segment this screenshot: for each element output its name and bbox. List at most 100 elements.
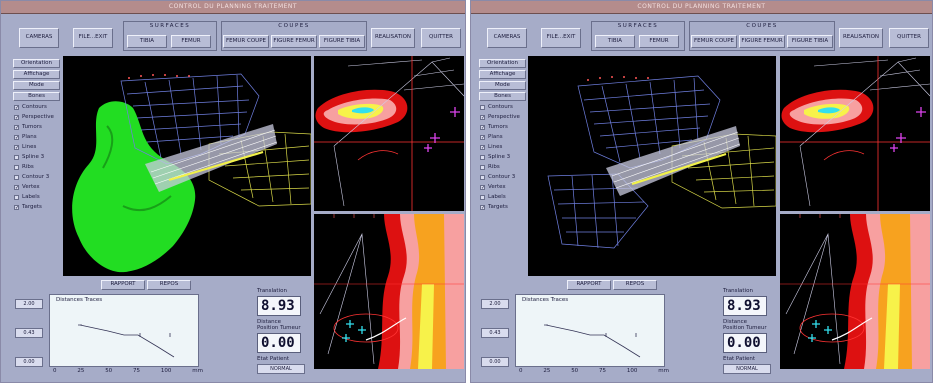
mode-button[interactable]: Mode [13, 81, 60, 90]
surface-tibia-button[interactable]: TIBIA [595, 35, 635, 48]
checkbox-icon[interactable]: ✓ [480, 135, 486, 141]
checkbox-icon[interactable]: ✓ [14, 125, 20, 131]
y-field-top[interactable]: 2.00 [15, 299, 43, 309]
repos-button[interactable]: REPOS [147, 280, 191, 290]
y-field-top[interactable]: 2.00 [481, 299, 509, 309]
rapport-button[interactable]: RAPPORT [567, 280, 611, 290]
realisation-button[interactable]: REALISATION [839, 28, 883, 48]
display-option-checkbox[interactable]: ✓ Contours [13, 104, 63, 112]
bone-surface [72, 101, 196, 273]
figure-femur-button[interactable]: FIGURE FEMUR [739, 35, 785, 48]
sagittal-slice-view[interactable] [780, 214, 930, 369]
display-option-checkbox[interactable]: Contours [479, 104, 529, 112]
repos-button[interactable]: REPOS [613, 280, 657, 290]
y-field-mid[interactable]: 0.43 [481, 328, 509, 338]
dose-bands [844, 214, 930, 369]
display-option-checkbox[interactable]: Labels [479, 194, 529, 202]
display-option-checkbox[interactable]: ✓ Plans [13, 134, 63, 142]
realisation-button[interactable]: REALISATION [371, 28, 415, 48]
orientation-button[interactable]: Orientation [13, 59, 60, 68]
display-option-checkbox[interactable]: Contour 3 [13, 174, 63, 182]
display-option-checkbox[interactable]: ✓ Lines [13, 144, 63, 152]
planning-window-right: CONTROL DU PLANNING TRAITEMENT CAMERAS F… [470, 0, 933, 383]
affichage-button[interactable]: Affichage [13, 70, 60, 79]
file-exit-button[interactable]: FILE...EXIT [541, 28, 581, 48]
surface-femur-button[interactable]: FEMUR [171, 35, 211, 48]
checkbox-icon[interactable] [480, 105, 485, 110]
quit-button[interactable]: QUITTER [421, 28, 461, 48]
cameras-button[interactable]: CAMERAS [19, 28, 59, 48]
x-axis: 0 25 50 75 100 mm [53, 368, 203, 374]
file-exit-button[interactable]: FILE...EXIT [73, 28, 113, 48]
display-option-checkbox[interactable]: ✓ Targets [13, 204, 63, 212]
checkbox-icon[interactable]: ✓ [480, 185, 486, 191]
orientation-button[interactable]: Orientation [479, 59, 526, 68]
checkbox-icon[interactable] [14, 195, 19, 200]
display-option-label: Tumors [22, 124, 42, 130]
mode-button[interactable]: Mode [479, 81, 526, 90]
cameras-button[interactable]: CAMERAS [487, 28, 527, 48]
checkbox-icon[interactable]: ✓ [480, 145, 486, 151]
display-option-checkbox[interactable]: ✓ Tumors [13, 124, 63, 132]
checkbox-icon[interactable] [480, 195, 485, 200]
3d-view[interactable] [528, 56, 776, 276]
checkbox-icon[interactable]: ✓ [14, 185, 20, 191]
title-bar[interactable]: CONTROL DU PLANNING TRAITEMENT [1, 1, 465, 14]
title-bar[interactable]: CONTROL DU PLANNING TRAITEMENT [471, 1, 932, 14]
checkbox-icon[interactable]: ✓ [14, 145, 20, 151]
x-tick: 100 [626, 368, 638, 374]
bones-button[interactable]: Bones [479, 92, 526, 101]
window-title: CONTROL DU PLANNING TRAITEMENT [168, 3, 298, 10]
translation-label: Translation [257, 288, 287, 294]
checkbox-icon[interactable] [14, 175, 19, 180]
rapport-button[interactable]: RAPPORT [101, 280, 145, 290]
coupe-femur-button[interactable]: FEMUR COUPE [691, 35, 737, 48]
checkbox-icon[interactable] [14, 155, 19, 160]
checkbox-icon[interactable]: ✓ [480, 205, 486, 211]
display-option-checkbox[interactable]: ✓ Perspective [13, 114, 63, 122]
x-axis: 0 25 50 75 100 mm [519, 368, 669, 374]
checkbox-icon[interactable]: ✓ [14, 205, 20, 211]
display-option-checkbox[interactable]: ✓ Plans [479, 134, 529, 142]
display-option-checkbox[interactable]: ✓ Perspective [479, 114, 529, 122]
figure-femur-button[interactable]: FIGURE FEMUR [271, 35, 317, 48]
display-option-checkbox[interactable]: ✓ Vertex [13, 184, 63, 192]
checkbox-icon[interactable]: ✓ [14, 105, 20, 111]
checkbox-icon[interactable]: ✓ [14, 135, 20, 141]
display-option-checkbox[interactable]: Contour 3 [479, 174, 529, 182]
display-option-checkbox[interactable]: ✓ Targets [479, 204, 529, 212]
bones-button[interactable]: Bones [13, 92, 60, 101]
checkbox-icon[interactable] [480, 155, 485, 160]
checkbox-icon[interactable]: ✓ [14, 115, 20, 121]
surfaces-group-label: SURFACES [149, 23, 191, 29]
axial-slice-view[interactable] [314, 56, 464, 211]
marker-icon [424, 107, 460, 152]
coupe-femur-button[interactable]: FEMUR COUPE [223, 35, 269, 48]
y-field-bottom[interactable]: 0.00 [15, 357, 43, 367]
display-option-checkbox[interactable]: Ribs [13, 164, 63, 172]
y-field-bottom[interactable]: 0.00 [481, 357, 509, 367]
window-title: CONTROL DU PLANNING TRAITEMENT [637, 3, 766, 10]
affichage-button[interactable]: Affichage [479, 70, 526, 79]
display-option-checkbox[interactable]: ✓ Vertex [479, 184, 529, 192]
sagittal-slice-view[interactable] [314, 214, 464, 369]
figure-tibia-button[interactable]: FIGURE TIBIA [319, 35, 365, 48]
surface-femur-button[interactable]: FEMUR [639, 35, 679, 48]
3d-view[interactable] [63, 56, 311, 276]
checkbox-icon[interactable]: ✓ [480, 115, 486, 121]
display-option-checkbox[interactable]: Spline 3 [13, 154, 63, 162]
figure-tibia-button[interactable]: FIGURE TIBIA [787, 35, 833, 48]
checkbox-icon[interactable] [14, 165, 19, 170]
display-option-checkbox[interactable]: ✓ Lines [479, 144, 529, 152]
axial-slice-view[interactable] [780, 56, 930, 211]
checkbox-icon[interactable] [480, 175, 485, 180]
surface-tibia-button[interactable]: TIBIA [127, 35, 167, 48]
checkbox-icon[interactable] [480, 165, 485, 170]
checkbox-icon[interactable]: ✓ [480, 125, 486, 131]
display-option-checkbox[interactable]: Spline 3 [479, 154, 529, 162]
display-option-checkbox[interactable]: ✓ Tumors [479, 124, 529, 132]
quit-button[interactable]: QUITTER [889, 28, 929, 48]
y-field-mid[interactable]: 0.43 [15, 328, 43, 338]
display-option-checkbox[interactable]: Ribs [479, 164, 529, 172]
display-option-checkbox[interactable]: Labels [13, 194, 63, 202]
